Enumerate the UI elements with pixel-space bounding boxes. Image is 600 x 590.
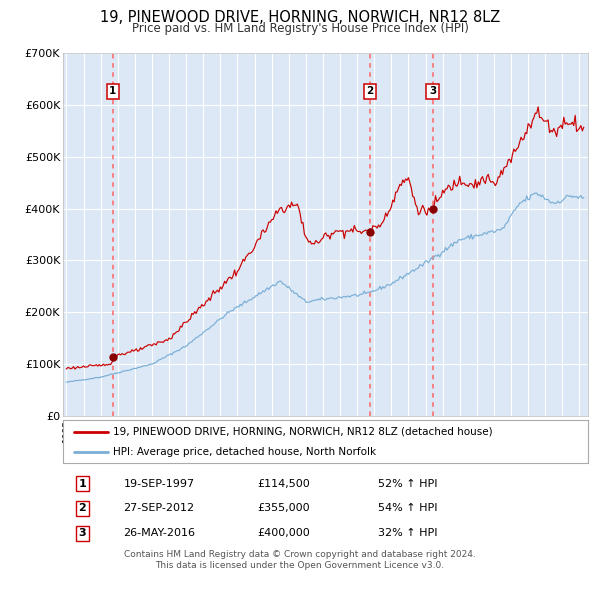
Text: This data is licensed under the Open Government Licence v3.0.: This data is licensed under the Open Gov… xyxy=(155,560,445,569)
Text: £114,500: £114,500 xyxy=(257,478,310,489)
Text: 32% ↑ HPI: 32% ↑ HPI xyxy=(378,529,437,539)
Text: 26-MAY-2016: 26-MAY-2016 xyxy=(124,529,196,539)
Text: 2: 2 xyxy=(367,86,374,96)
Text: HPI: Average price, detached house, North Norfolk: HPI: Average price, detached house, Nort… xyxy=(113,447,376,457)
Text: 2: 2 xyxy=(79,503,86,513)
Text: 19, PINEWOOD DRIVE, HORNING, NORWICH, NR12 8LZ (detached house): 19, PINEWOOD DRIVE, HORNING, NORWICH, NR… xyxy=(113,427,493,437)
Text: 19-SEP-1997: 19-SEP-1997 xyxy=(124,478,194,489)
Text: £355,000: £355,000 xyxy=(257,503,310,513)
Text: 54% ↑ HPI: 54% ↑ HPI xyxy=(378,503,437,513)
Text: Price paid vs. HM Land Registry's House Price Index (HPI): Price paid vs. HM Land Registry's House … xyxy=(131,22,469,35)
Text: 52% ↑ HPI: 52% ↑ HPI xyxy=(378,478,437,489)
Text: 1: 1 xyxy=(109,86,116,96)
Text: 3: 3 xyxy=(79,529,86,539)
Text: Contains HM Land Registry data © Crown copyright and database right 2024.: Contains HM Land Registry data © Crown c… xyxy=(124,550,476,559)
Text: 27-SEP-2012: 27-SEP-2012 xyxy=(124,503,194,513)
Text: 19, PINEWOOD DRIVE, HORNING, NORWICH, NR12 8LZ: 19, PINEWOOD DRIVE, HORNING, NORWICH, NR… xyxy=(100,10,500,25)
Text: 1: 1 xyxy=(79,478,86,489)
Text: 3: 3 xyxy=(429,86,436,96)
Text: £400,000: £400,000 xyxy=(257,529,310,539)
